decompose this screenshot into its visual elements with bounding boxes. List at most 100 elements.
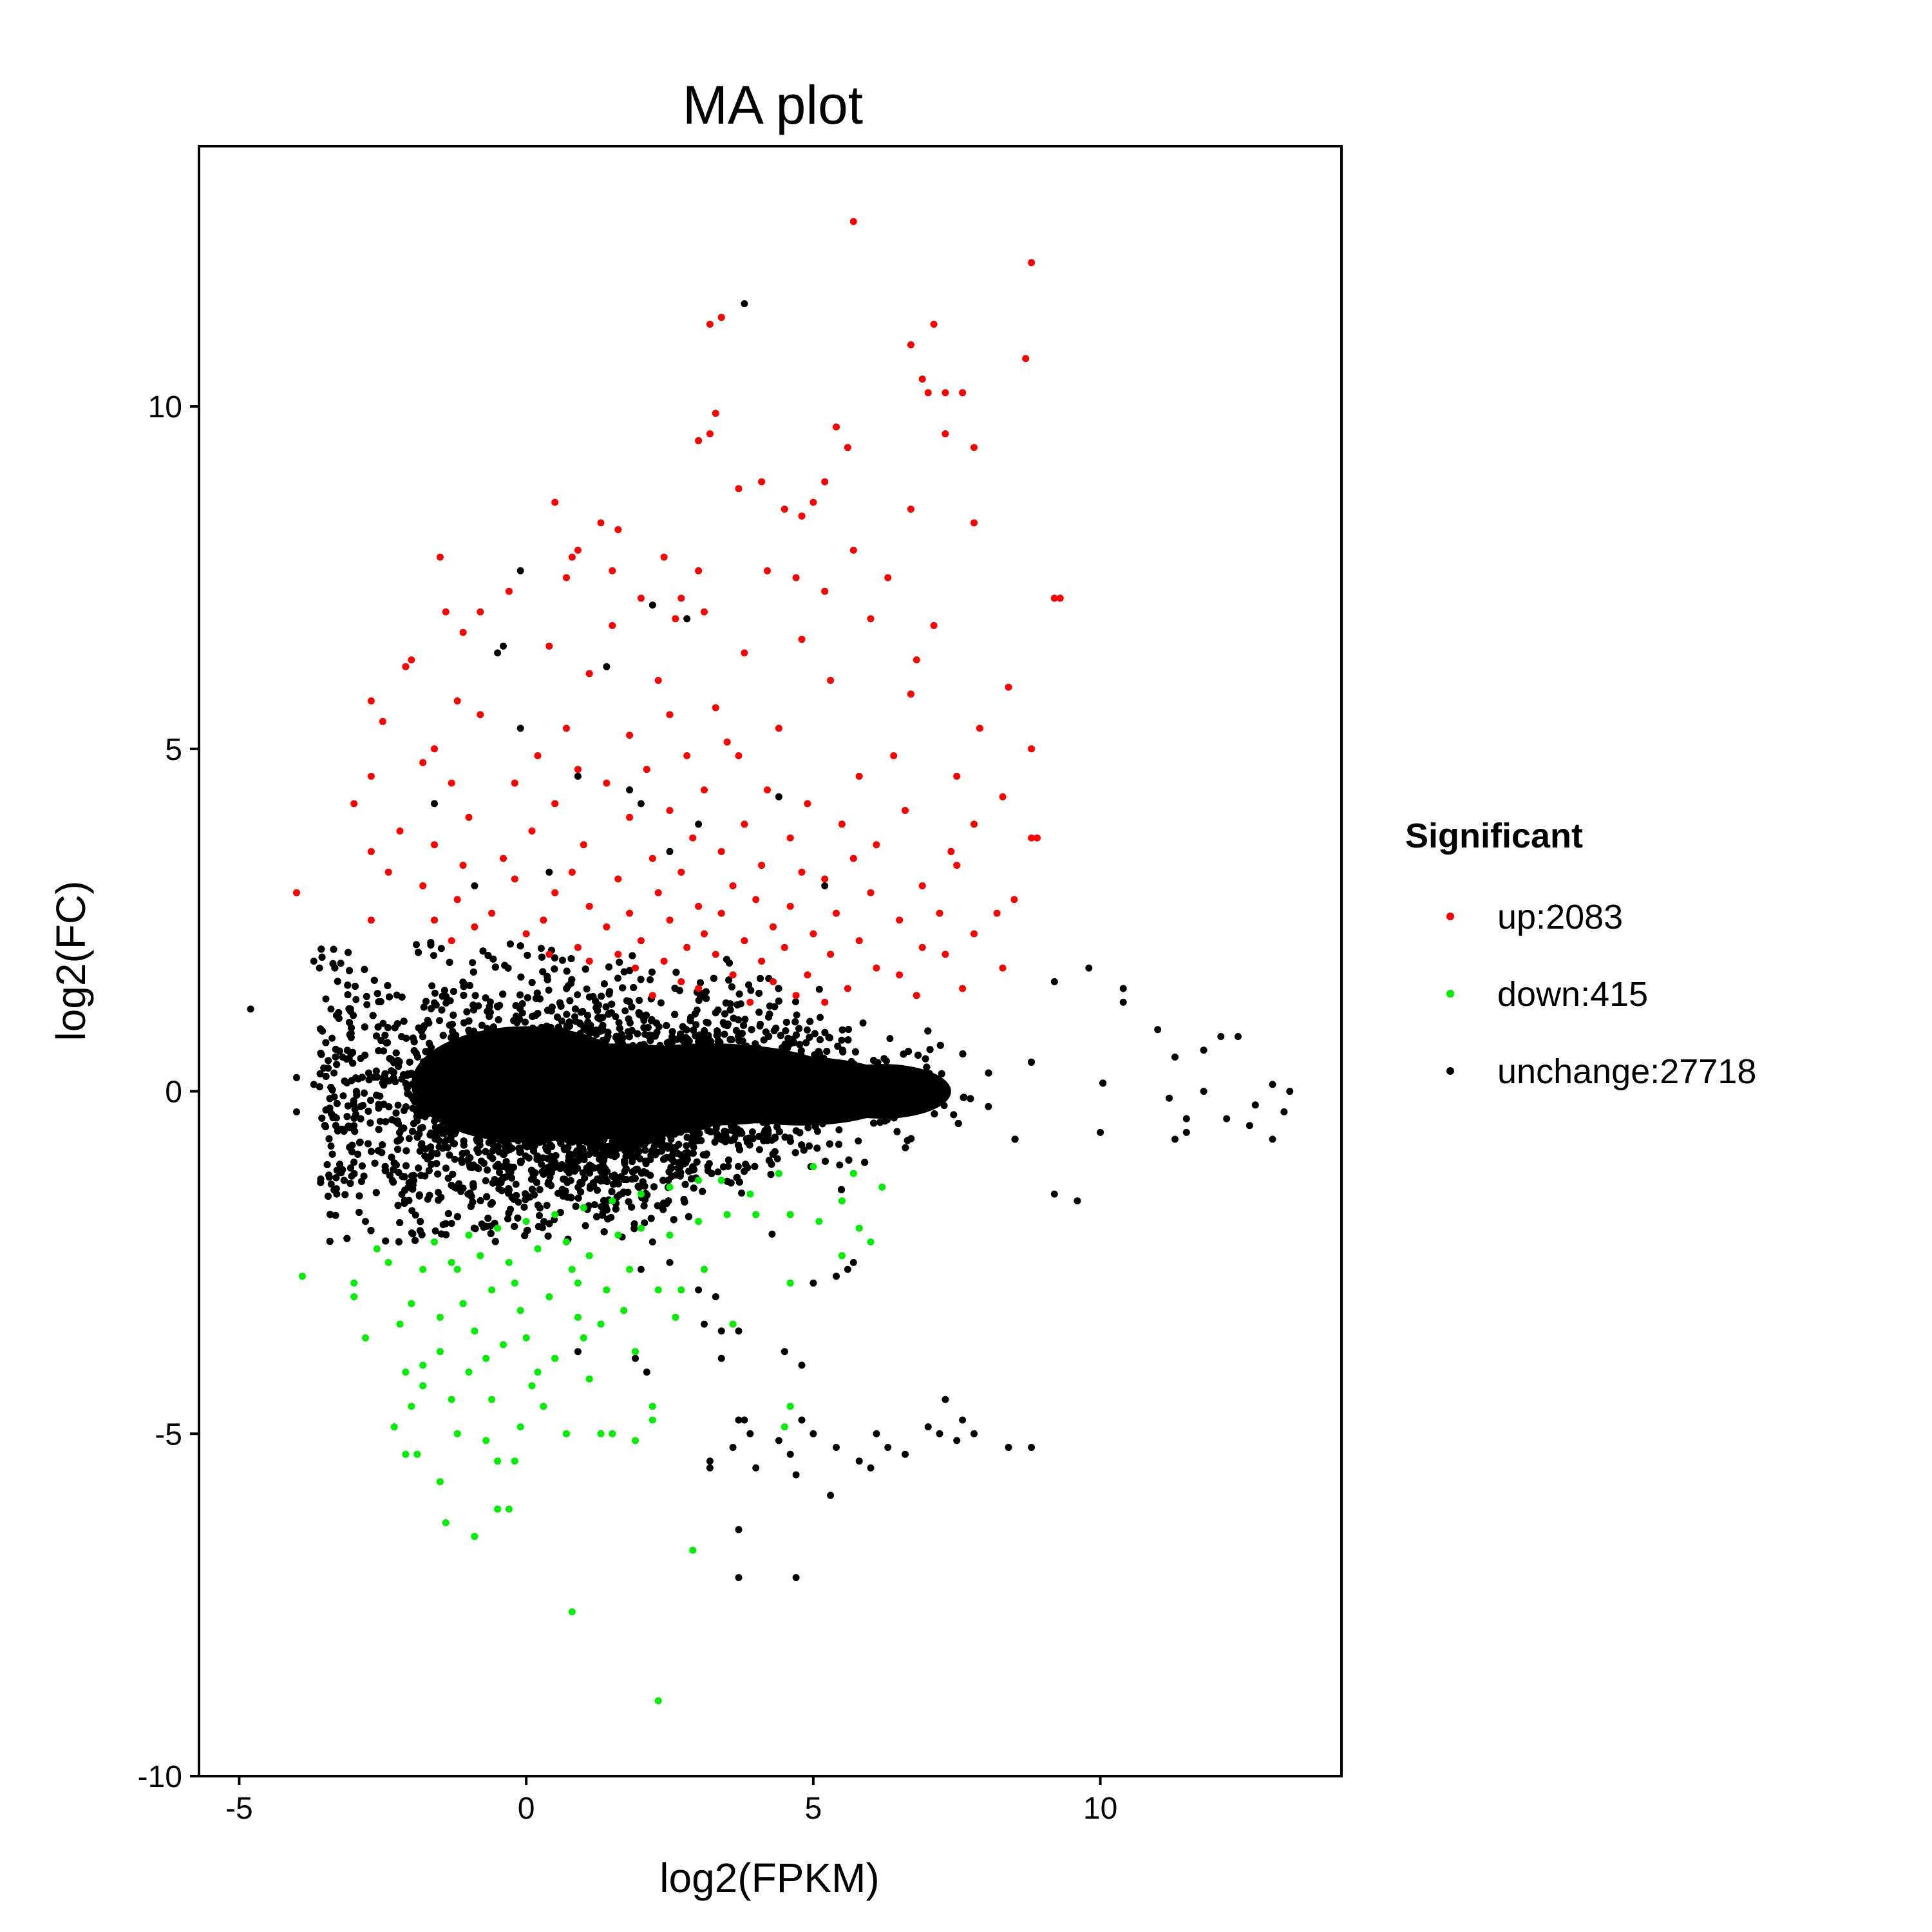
unchange-cloud bbox=[316, 939, 1107, 1245]
point-unchange bbox=[1050, 1190, 1058, 1198]
point-unchange bbox=[735, 1526, 743, 1533]
point-unchange bbox=[729, 1444, 737, 1451]
point-unchange bbox=[440, 987, 448, 994]
point-unchange bbox=[717, 1327, 725, 1335]
point-unchange bbox=[603, 663, 611, 670]
point-unchange bbox=[543, 1202, 551, 1209]
point-unchange bbox=[827, 1492, 835, 1499]
point-unchange bbox=[746, 1430, 754, 1437]
points-layer bbox=[247, 218, 1294, 1705]
point-unchange bbox=[327, 1142, 335, 1150]
point-unchange bbox=[985, 1103, 992, 1110]
point-unchange bbox=[711, 1139, 719, 1146]
point-unchange bbox=[1097, 1128, 1104, 1136]
point-unchange bbox=[706, 1457, 714, 1465]
point-unchange bbox=[579, 1169, 587, 1177]
point-unchange bbox=[545, 868, 553, 876]
point-unchange bbox=[657, 999, 665, 1007]
point-unchange bbox=[582, 1222, 589, 1229]
point-unchange bbox=[886, 1035, 894, 1043]
point-unchange bbox=[695, 1286, 703, 1294]
point-unchange bbox=[637, 1265, 645, 1273]
point-unchange bbox=[413, 941, 420, 949]
point-unchange bbox=[775, 1437, 782, 1444]
point-unchange bbox=[741, 300, 748, 308]
point-unchange bbox=[873, 1430, 880, 1437]
point-unchange bbox=[424, 1016, 431, 1024]
point-unchange bbox=[405, 1135, 413, 1142]
point-unchange bbox=[574, 991, 582, 999]
point-unchange bbox=[494, 649, 502, 657]
point-unchange bbox=[942, 1396, 949, 1403]
point-unchange bbox=[798, 1416, 806, 1424]
point-unchange bbox=[621, 1007, 629, 1015]
point-unchange bbox=[734, 1162, 742, 1170]
point-unchange bbox=[833, 1273, 840, 1280]
point-unchange bbox=[1269, 1135, 1276, 1143]
point-unchange bbox=[322, 995, 330, 1003]
point-unchange bbox=[747, 987, 755, 994]
point-unchange bbox=[666, 1258, 674, 1266]
point-unchange bbox=[310, 958, 317, 965]
point-unchange bbox=[902, 1450, 909, 1458]
point-unchange bbox=[738, 1189, 745, 1197]
point-unchange bbox=[735, 1327, 743, 1335]
point-unchange bbox=[701, 1320, 708, 1328]
point-unchange bbox=[792, 998, 799, 1005]
point-unchange bbox=[844, 1265, 851, 1273]
point-unchange bbox=[1166, 1094, 1173, 1102]
point-unchange bbox=[428, 982, 436, 990]
point-unchange bbox=[362, 1218, 369, 1226]
point-unchange bbox=[1119, 998, 1127, 1006]
point-unchange bbox=[717, 1354, 725, 1362]
point-unchange bbox=[810, 1279, 817, 1287]
point-unchange bbox=[835, 1126, 843, 1133]
point-unchange bbox=[327, 1005, 335, 1013]
point-unchange bbox=[332, 1211, 339, 1219]
point-unchange bbox=[416, 1148, 424, 1155]
point-unchange bbox=[332, 1185, 340, 1193]
point-unchange bbox=[330, 1069, 338, 1077]
point-unchange bbox=[867, 1464, 875, 1472]
point-unchange bbox=[1280, 1108, 1288, 1115]
point-unchange bbox=[838, 1026, 846, 1034]
point-unchange bbox=[339, 1092, 347, 1100]
point-unchange bbox=[798, 1361, 806, 1369]
point-unchange bbox=[436, 1017, 443, 1025]
point-unchange bbox=[647, 976, 654, 983]
point-unchange bbox=[469, 959, 477, 967]
point-unchange bbox=[649, 601, 656, 609]
point-unchange bbox=[781, 1348, 788, 1356]
point-unchange bbox=[959, 1416, 967, 1424]
point-unchange bbox=[859, 1019, 867, 1027]
point-unchange bbox=[516, 724, 524, 732]
point-unchange bbox=[817, 1014, 824, 1021]
point-unchange bbox=[666, 848, 674, 855]
point-unchange bbox=[641, 1219, 649, 1227]
point-unchange bbox=[482, 1177, 489, 1184]
point-unchange bbox=[695, 820, 703, 828]
point-unchange bbox=[1223, 1115, 1231, 1122]
point-unchange bbox=[752, 1464, 760, 1472]
point-unchange bbox=[1050, 978, 1058, 985]
point-unchange bbox=[1286, 1088, 1294, 1095]
point-unchange bbox=[1235, 1033, 1242, 1040]
point-unchange bbox=[591, 1201, 598, 1209]
point-unchange bbox=[574, 1348, 582, 1356]
point-unchange bbox=[775, 793, 782, 800]
point-unchange bbox=[683, 615, 691, 623]
point-unchange bbox=[327, 1180, 335, 1188]
point-unchange bbox=[815, 985, 823, 993]
point-unchange bbox=[786, 1450, 794, 1458]
point-unchange bbox=[1119, 985, 1127, 992]
point-unchange bbox=[247, 1005, 254, 1013]
point-unchange bbox=[1154, 1026, 1162, 1034]
point-unchange bbox=[637, 800, 645, 808]
chart-title: MA plot bbox=[683, 75, 863, 135]
point-unchange bbox=[431, 1227, 439, 1235]
point-unchange bbox=[394, 1101, 402, 1109]
point-unchange bbox=[293, 1108, 300, 1115]
point-unchange bbox=[471, 1225, 479, 1233]
point-unchange bbox=[337, 960, 345, 967]
